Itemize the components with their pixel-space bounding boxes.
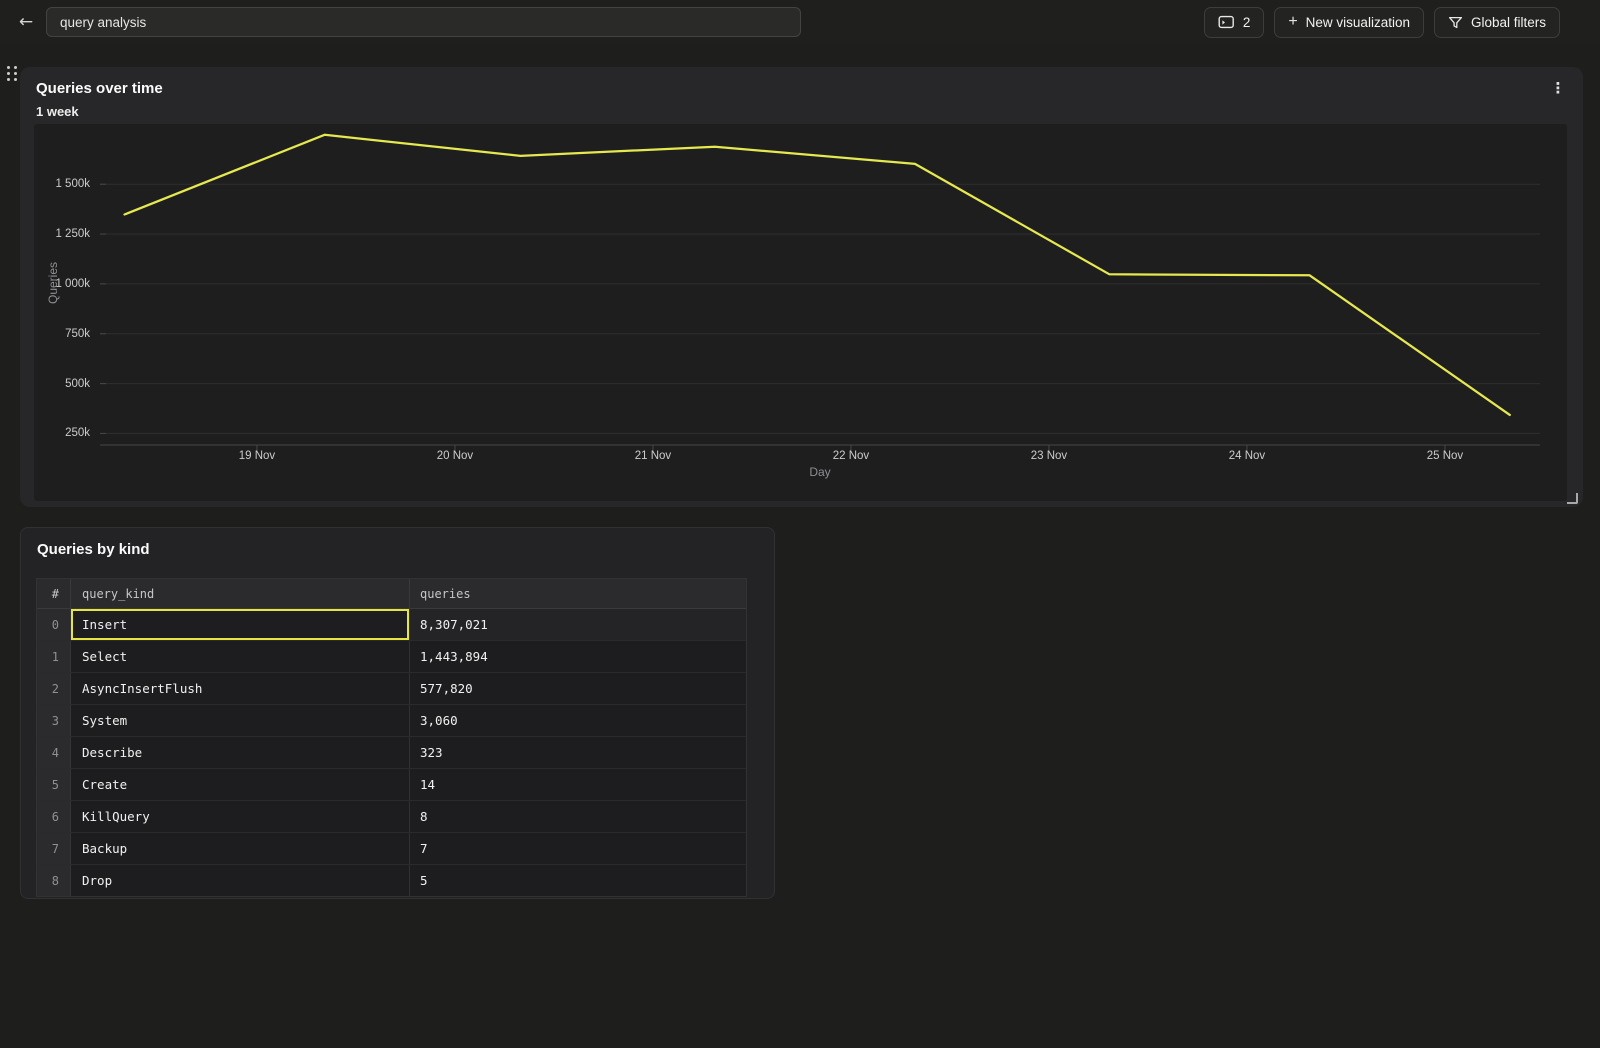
table-row: 8Drop5 (37, 865, 746, 896)
topbar-actions: 2 + New visualization Global filters (1204, 7, 1560, 38)
top-bar: ← 2 + New visualization Global filters (0, 0, 1600, 44)
table-cell-query-kind[interactable]: Drop (71, 865, 410, 896)
queries-by-kind-panel: Queries by kind # query_kind queries 0In… (20, 527, 775, 899)
y-axis-tick-label: 1 250k (34, 227, 90, 241)
y-axis-tick-label: 250k (34, 426, 90, 440)
table-cell-query-kind[interactable]: System (71, 705, 410, 736)
table-cell-index[interactable]: 8 (37, 865, 71, 896)
table-header-row: # query_kind queries (37, 579, 746, 609)
table-cell-query-kind[interactable]: Describe (71, 737, 410, 768)
table-row: 2AsyncInsertFlush577,820 (37, 673, 746, 705)
dashboard-title-input[interactable] (46, 7, 801, 37)
table-cell-queries[interactable]: 7 (410, 833, 746, 864)
table-row: 1Select1,443,894 (37, 641, 746, 673)
queries-by-kind-table: # query_kind queries 0Insert8,307,0211Se… (36, 578, 747, 897)
visualization-count-button[interactable]: 2 (1204, 7, 1265, 38)
x-axis-tick-label: 21 Nov (611, 450, 695, 462)
table-cell-index[interactable]: 7 (37, 833, 71, 864)
x-axis-tick-label: 19 Nov (215, 450, 299, 462)
table-cell-queries[interactable]: 8,307,021 (410, 609, 746, 640)
table-cell-queries[interactable]: 8 (410, 801, 746, 832)
header-query-kind-column: query_kind (71, 579, 410, 608)
chart-panel-title: Queries over time (36, 80, 163, 97)
table-cell-query-kind[interactable]: Create (71, 769, 410, 800)
table-row: 5Create14 (37, 769, 746, 801)
table-cell-index[interactable]: 6 (37, 801, 71, 832)
table-cell-queries[interactable]: 1,443,894 (410, 641, 746, 672)
new-visualization-label: New visualization (1306, 15, 1410, 30)
back-button[interactable]: ← (14, 9, 38, 35)
header-index-column: # (37, 579, 71, 608)
y-axis-tick-label: 1 500k (34, 177, 90, 191)
panel-menu-kebab-icon[interactable]: ⋮ (1547, 76, 1569, 100)
x-axis-tick-label: 24 Nov (1205, 450, 1289, 462)
table-cell-queries[interactable]: 14 (410, 769, 746, 800)
table-cell-queries[interactable]: 323 (410, 737, 746, 768)
table-row: 6KillQuery8 (37, 801, 746, 833)
chart-frame-icon (1218, 14, 1235, 30)
panel-drag-handle-icon[interactable] (7, 66, 17, 81)
table-cell-index[interactable]: 5 (37, 769, 71, 800)
table-cell-index[interactable]: 3 (37, 705, 71, 736)
new-visualization-button[interactable]: + New visualization (1274, 7, 1424, 38)
x-axis-title: Day (809, 465, 830, 479)
table-cell-queries[interactable]: 3,060 (410, 705, 746, 736)
table-body: 0Insert8,307,0211Select1,443,8942AsyncIn… (37, 609, 746, 896)
table-row: 4Describe323 (37, 737, 746, 769)
table-cell-index[interactable]: 4 (37, 737, 71, 768)
table-cell-query-kind[interactable]: Backup (71, 833, 410, 864)
table-row: 3System3,060 (37, 705, 746, 737)
y-axis-tick-label: 1 000k (34, 277, 90, 291)
table-cell-query-kind[interactable]: Insert (71, 609, 410, 640)
x-axis-tick-label: 23 Nov (1007, 450, 1091, 462)
visualization-count: 2 (1243, 15, 1251, 30)
table-cell-index[interactable]: 2 (37, 673, 71, 704)
line-chart-plot-area[interactable]: Queries Day 250k500k750k1 000k1 250k1 50… (34, 124, 1567, 501)
table-cell-query-kind[interactable]: Select (71, 641, 410, 672)
global-filters-label: Global filters (1471, 15, 1546, 30)
global-filters-button[interactable]: Global filters (1434, 7, 1560, 38)
y-axis-tick-label: 500k (34, 377, 90, 391)
plus-icon: + (1288, 13, 1297, 31)
table-panel-title: Queries by kind (37, 541, 150, 558)
x-axis-tick-label: 20 Nov (413, 450, 497, 462)
queries-over-time-panel: Queries over time 1 week ⋮ Queries Day 2… (20, 67, 1583, 507)
table-cell-query-kind[interactable]: AsyncInsertFlush (71, 673, 410, 704)
table-cell-queries[interactable]: 577,820 (410, 673, 746, 704)
table-cell-queries[interactable]: 5 (410, 865, 746, 896)
x-axis-tick-label: 25 Nov (1403, 450, 1487, 462)
funnel-icon (1448, 15, 1463, 30)
panel-resize-handle[interactable] (1567, 493, 1578, 504)
table-cell-index[interactable]: 1 (37, 641, 71, 672)
x-axis-tick-label: 22 Nov (809, 450, 893, 462)
line-chart-svg (100, 124, 1540, 456)
table-row: 0Insert8,307,021 (37, 609, 746, 641)
y-axis-tick-label: 750k (34, 327, 90, 341)
chart-panel-subtitle: 1 week (36, 104, 79, 119)
header-queries-column: queries (410, 579, 746, 608)
table-cell-query-kind[interactable]: KillQuery (71, 801, 410, 832)
table-row: 7Backup7 (37, 833, 746, 865)
table-cell-index[interactable]: 0 (37, 609, 71, 640)
